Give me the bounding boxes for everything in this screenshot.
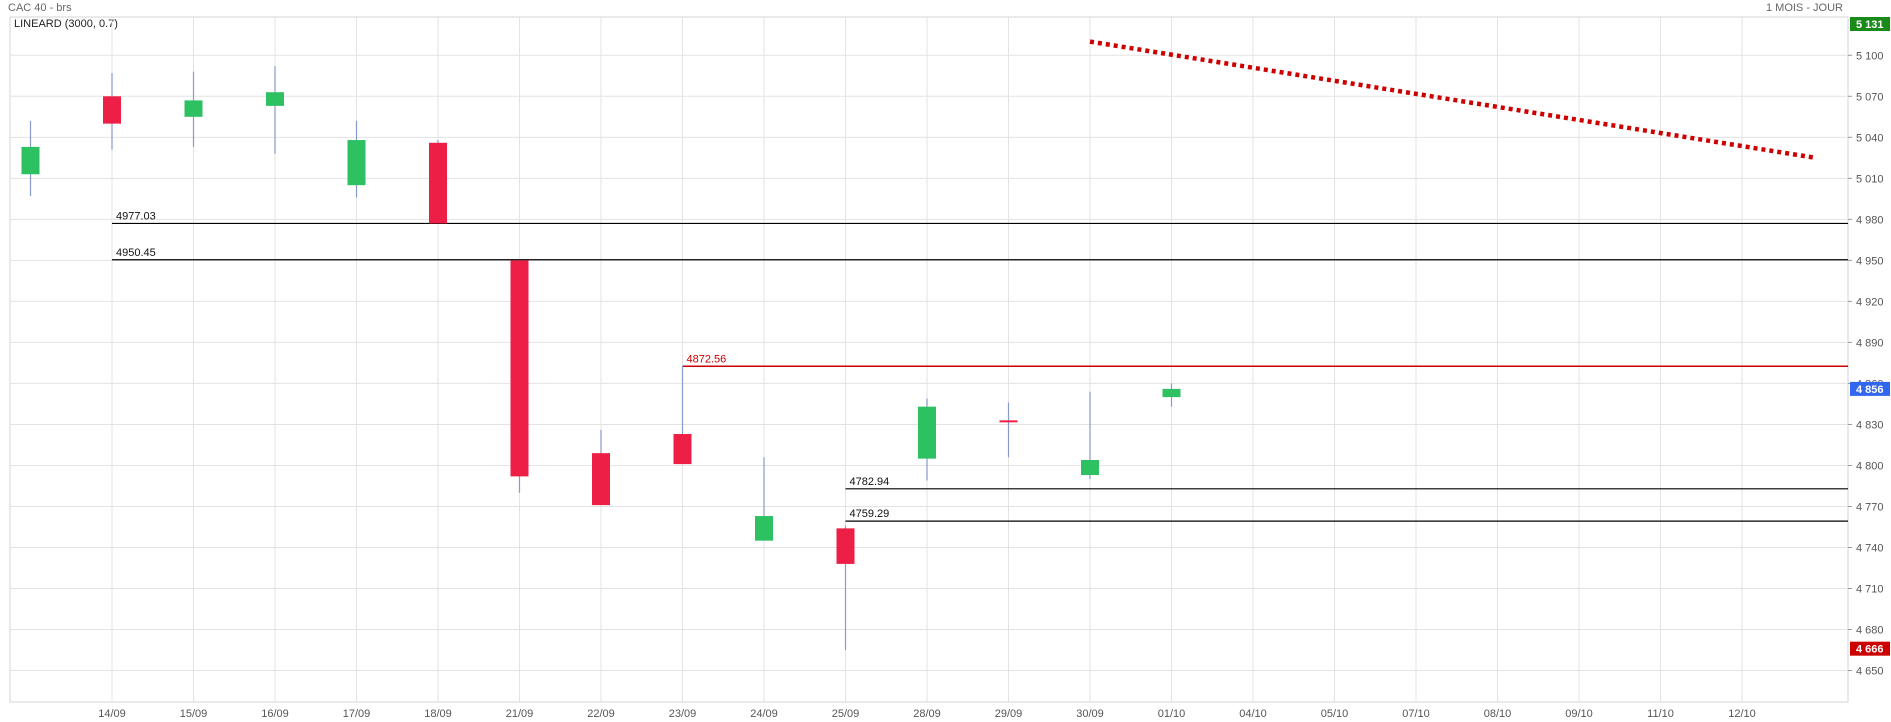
y-tick-label: 5 070: [1856, 91, 1884, 103]
candle-body-up: [347, 140, 366, 186]
y-tick-label: 5 010: [1856, 173, 1884, 185]
y-tick-label: 4 920: [1856, 296, 1884, 308]
y-tick-label: 4 890: [1856, 337, 1884, 349]
y-tick-label: 4 680: [1856, 625, 1884, 637]
candle-body-up: [21, 146, 40, 175]
x-tick-label: 18/09: [424, 708, 452, 720]
x-tick-label: 15/09: [180, 708, 208, 720]
x-tick-label: 28/09: [913, 708, 941, 720]
candle-body-up: [918, 406, 936, 459]
x-tick-label: 14/09: [98, 708, 126, 720]
candle-body-up: [266, 92, 284, 106]
x-tick-label: 09/10: [1565, 708, 1593, 720]
candle-body-down: [673, 434, 692, 465]
candle-body-up: [1162, 388, 1181, 398]
instrument-title: CAC 40 - brs: [8, 2, 72, 14]
x-tick-label: 22/09: [587, 708, 615, 720]
candle-body-down: [592, 453, 610, 506]
candle-body-down: [103, 96, 121, 124]
x-tick-label: 12/10: [1728, 708, 1756, 720]
trend-line: [1089, 39, 1816, 161]
y-tick-label: 4 770: [1856, 501, 1884, 513]
candle-body-up: [755, 516, 773, 541]
x-tick-label: 08/10: [1484, 708, 1512, 720]
candle-body-down: [999, 420, 1018, 423]
y-tick-label: 4 800: [1856, 460, 1884, 472]
y-tick-label: 4 710: [1856, 584, 1884, 596]
y-tick-label: 4 740: [1856, 542, 1884, 554]
indicator-label: LINEARD (3000, 0.7): [14, 18, 118, 30]
x-tick-label: 16/09: [261, 708, 289, 720]
y-tick-label: 4 830: [1856, 419, 1884, 431]
price-marker-box: [1850, 17, 1890, 31]
x-tick-label: 29/09: [995, 708, 1023, 720]
horizontal-level-label: 4759.29: [850, 508, 890, 520]
x-tick-label: 24/09: [750, 708, 778, 720]
y-tick-label: 5 040: [1856, 132, 1884, 144]
x-tick-label: 30/09: [1076, 708, 1104, 720]
y-tick-label: 4 980: [1856, 214, 1884, 226]
x-tick-label: 25/09: [832, 708, 860, 720]
price-marker-label: 4 856: [1856, 384, 1884, 396]
candle-body-down: [836, 528, 855, 564]
x-tick-label: 21/09: [506, 708, 534, 720]
horizontal-level-label: 4782.94: [850, 476, 890, 488]
horizontal-level-label: 4950.45: [116, 247, 156, 259]
y-tick-label: 4 950: [1856, 255, 1884, 267]
price-marker-label: 4 666: [1856, 644, 1884, 656]
horizontal-level-label: 4872.56: [687, 353, 727, 365]
y-tick-label: 4 650: [1856, 666, 1884, 678]
candle-body-down: [510, 260, 529, 477]
x-tick-label: 11/10: [1647, 708, 1674, 720]
price-marker-label: 5 131: [1856, 19, 1884, 31]
candle-body-up: [1081, 459, 1099, 476]
plot-frame: [9, 16, 1849, 703]
price-marker-box: [1850, 641, 1890, 656]
x-tick-label: 07/10: [1402, 708, 1430, 720]
x-tick-label: 04/10: [1239, 708, 1267, 720]
y-tick-label: 5 100: [1856, 50, 1884, 62]
candle-body-down: [429, 142, 447, 224]
x-tick-label: 05/10: [1321, 708, 1349, 720]
x-tick-label: 01/10: [1158, 708, 1186, 720]
candle-body-up: [184, 100, 203, 117]
horizontal-level-label: 4977.03: [116, 210, 156, 222]
x-tick-label: 23/09: [669, 708, 697, 720]
x-tick-label: 17/09: [343, 708, 371, 720]
price-marker-box: [1850, 381, 1890, 396]
period-label: 1 MOIS - JOUR: [1765, 2, 1843, 14]
